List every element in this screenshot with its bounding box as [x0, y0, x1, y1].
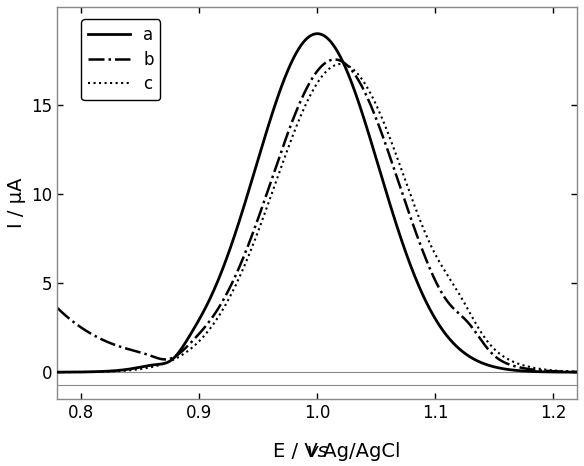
Text: E / V: E / V	[273, 442, 317, 461]
a	[253, 161, 260, 167]
Y-axis label: I / μA: I / μA	[7, 178, 26, 228]
c	[564, 369, 571, 374]
a	[564, 370, 571, 375]
Line: a: a	[57, 34, 577, 372]
a	[507, 367, 515, 373]
b	[507, 362, 515, 368]
Text: Ag/AgCl: Ag/AgCl	[317, 442, 401, 461]
Line: c: c	[57, 64, 577, 372]
a	[573, 370, 580, 375]
c	[507, 358, 515, 363]
b	[276, 155, 283, 160]
a	[54, 370, 61, 375]
a	[314, 31, 321, 36]
c	[113, 369, 120, 374]
b	[331, 57, 338, 62]
c	[573, 369, 580, 375]
Text: vs: vs	[307, 442, 328, 461]
b	[253, 219, 260, 225]
c	[276, 170, 283, 175]
c	[338, 61, 345, 67]
b	[573, 369, 580, 375]
b	[144, 352, 151, 357]
Legend: a, b, c: a, b, c	[81, 19, 160, 100]
a	[113, 368, 120, 373]
a	[144, 363, 151, 369]
Line: b: b	[57, 60, 577, 372]
c	[54, 370, 61, 375]
c	[144, 365, 151, 370]
b	[564, 369, 571, 375]
b	[54, 305, 61, 311]
c	[253, 232, 260, 238]
b	[113, 343, 120, 349]
a	[276, 90, 283, 96]
